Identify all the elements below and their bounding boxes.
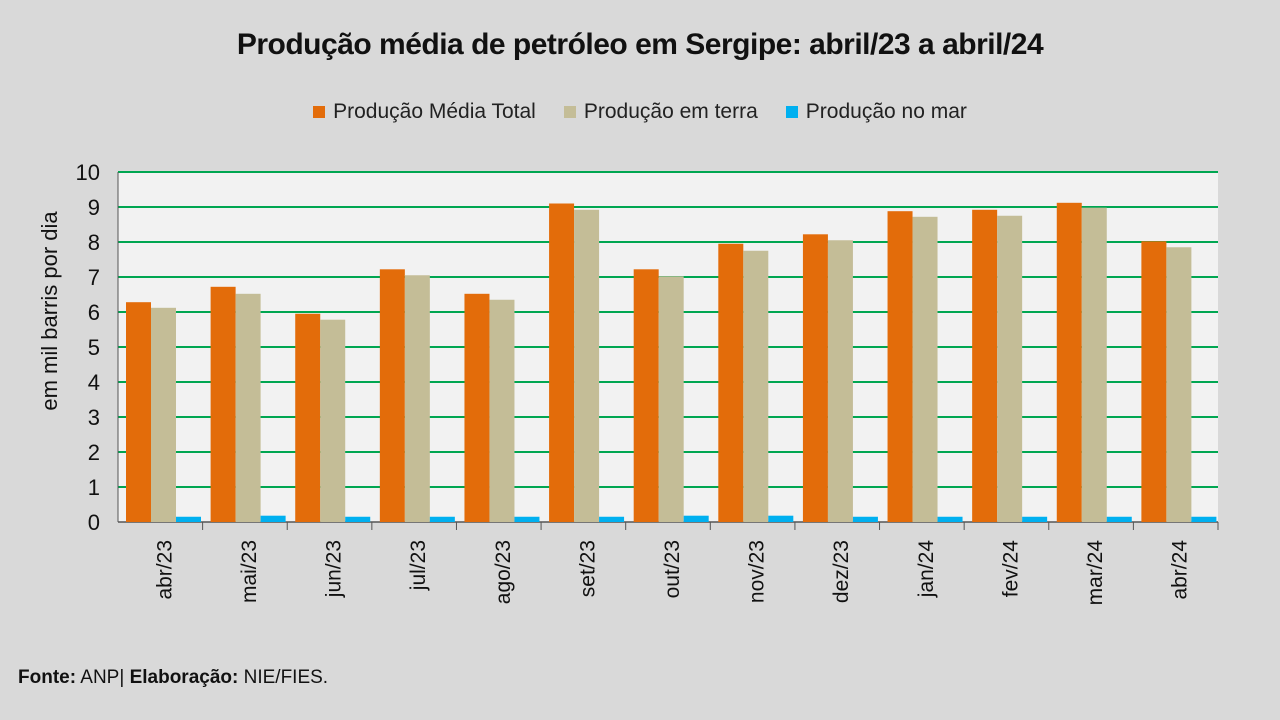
- y-tick-label: 0: [88, 510, 100, 535]
- y-tick-label: 6: [88, 300, 100, 325]
- bar-mar: [852, 516, 878, 522]
- bar-total: [464, 293, 490, 522]
- bar-total: [295, 313, 321, 522]
- bar-terra: [743, 250, 769, 522]
- legend-item-terra: Produção em terra: [563, 100, 758, 124]
- bar-total: [549, 203, 575, 522]
- bar-terra: [151, 307, 176, 522]
- bar-mar: [345, 516, 371, 522]
- bar-total: [633, 269, 659, 522]
- bar-total: [1141, 241, 1167, 523]
- legend-item-total: Produção Média Total: [313, 100, 536, 124]
- bar-terra: [1166, 247, 1192, 522]
- y-tick-label: 4: [88, 370, 100, 395]
- x-tick-label: ago/23: [492, 540, 515, 604]
- bar-mar: [429, 516, 455, 522]
- bar-terra: [235, 293, 261, 522]
- bar-mar: [683, 515, 709, 522]
- y-tick-label: 9: [88, 195, 100, 220]
- bar-terra: [1081, 207, 1107, 522]
- bar-mar: [937, 516, 963, 522]
- bar-total: [802, 234, 828, 523]
- legend-swatch-mar: [785, 106, 798, 118]
- chart-title: Produção média de petróleo em Sergipe: a…: [236, 28, 1044, 61]
- legend-swatch-terra: [563, 106, 576, 118]
- legend: Produção Média Total Produção em terra P…: [0, 100, 1280, 124]
- y-tick-label: 7: [88, 265, 100, 290]
- bar-mar: [1191, 516, 1217, 522]
- x-tick-label: mar/24: [1084, 540, 1107, 606]
- bar-total: [126, 302, 151, 522]
- x-tick-label: set/23: [576, 540, 599, 597]
- footer-fonte-value: ANP|: [80, 667, 125, 688]
- bar-terra: [658, 276, 684, 522]
- bar-total: [379, 269, 405, 522]
- y-tick-label: 2: [88, 440, 100, 465]
- bar-terra: [574, 209, 600, 523]
- bar-mar: [176, 516, 201, 522]
- bar-total: [887, 211, 913, 522]
- legend-label-mar: Produção no mar: [805, 100, 967, 123]
- bar-chart: 0 1 2 3 4 5 6 7 8 9 10 abr/23 mai/23 jun/23 jul/23 ago/…: [37, 160, 1219, 606]
- bar-terra: [489, 299, 515, 522]
- bar-total: [718, 243, 744, 522]
- bar-mar: [260, 515, 286, 522]
- bar-mar: [1022, 516, 1048, 522]
- footer-source: Fonte: ANP| Elaboração: NIE/FIES.: [18, 667, 328, 689]
- bar-terra: [404, 275, 430, 522]
- x-tick-label: jul/23: [407, 540, 430, 591]
- bar-mar: [599, 516, 625, 522]
- x-tick-label: jan/24: [915, 540, 938, 599]
- legend-label-total: Produção Média Total: [333, 100, 536, 123]
- x-tick-label: dez/23: [830, 540, 853, 603]
- y-tick-label: 3: [88, 405, 100, 430]
- footer-elaboracao-value: NIE/FIES.: [243, 667, 329, 688]
- x-tick-label: fev/24: [999, 540, 1022, 598]
- bar-terra: [827, 240, 853, 522]
- x-tick-label: out/23: [661, 540, 684, 598]
- legend-item-mar: Produção no mar: [785, 100, 967, 124]
- bar-total: [972, 209, 998, 523]
- footer-elaboracao-label: Elaboração:: [129, 667, 239, 688]
- bar-terra: [912, 216, 938, 523]
- bar-terra: [320, 319, 346, 522]
- legend-label-terra: Produção em terra: [583, 100, 758, 123]
- bar-terra: [997, 215, 1023, 522]
- y-tick-label: 5: [88, 335, 100, 360]
- bar-total: [1056, 202, 1082, 523]
- y-axis-label: em mil barris por dia: [37, 211, 62, 411]
- bar-mar: [768, 515, 794, 522]
- x-tick-label: mai/23: [238, 540, 261, 603]
- bar-mar: [514, 516, 540, 522]
- y-tick-label: 8: [88, 230, 100, 255]
- legend-swatch-total: [313, 106, 326, 118]
- bar-total: [210, 286, 236, 522]
- bar-mar: [1106, 516, 1132, 522]
- footer-fonte-label: Fonte:: [18, 667, 77, 688]
- x-tick-label: nov/23: [746, 540, 769, 603]
- x-tick-label: abr/23: [153, 540, 176, 600]
- y-tick-label: 10: [76, 160, 100, 185]
- x-tick-label: jun/23: [323, 540, 346, 598]
- x-tick-label: abr/24: [1169, 540, 1192, 600]
- y-tick-label: 1: [88, 475, 100, 500]
